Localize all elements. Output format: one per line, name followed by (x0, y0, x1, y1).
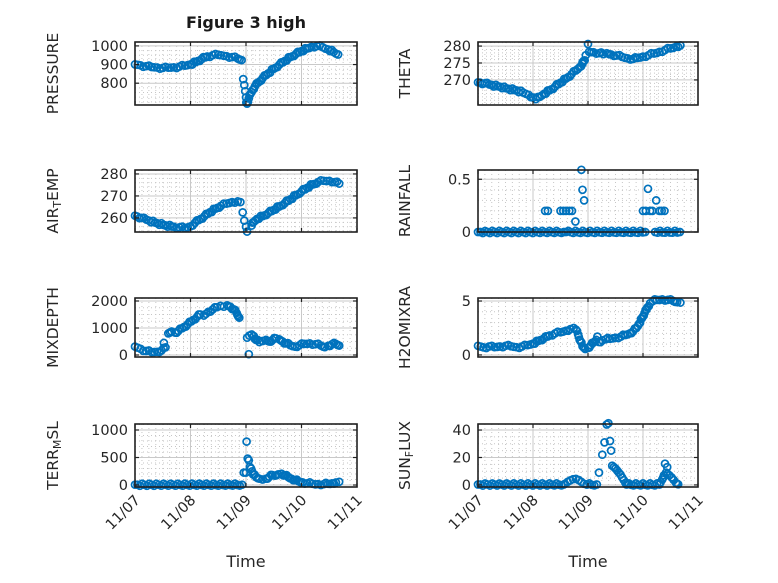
x-tick-label: 11/11 (325, 493, 366, 534)
y-tick-label: 2000 (91, 294, 128, 310)
data-markers (130, 300, 344, 359)
tick-marks (134, 298, 358, 357)
tick-marks (134, 170, 358, 232)
y-tick-label: 275 (443, 56, 471, 72)
x-axis-label-right: Time (567, 552, 607, 571)
y-tick-label: 20 (453, 450, 471, 466)
y-axis-label-sun_flux: SUNFLUX (396, 421, 416, 490)
y-axis-label-theta: THETA (396, 48, 414, 99)
y-tick-label: 260 (100, 211, 128, 227)
axes-frame (477, 423, 699, 488)
y-tick-label: 0 (462, 225, 471, 241)
axes-frame (477, 41, 699, 106)
subplot-air_temp: 260 270 280 AIRTEMP (44, 167, 358, 236)
subplot-rainfall: 0 0.5 RAINFALL (396, 164, 699, 241)
y-tick-label: 1000 (91, 39, 128, 55)
major-grid (478, 170, 698, 232)
axes-frame (134, 41, 358, 106)
y-axis-label-rainfall: RAINFALL (396, 164, 414, 237)
y-tick-label: 0 (119, 348, 128, 364)
y-tick-label: 500 (100, 451, 128, 467)
minor-grid (135, 423, 357, 487)
y-axis-label-h2omixra: H2OMIXRA (396, 286, 414, 369)
minor-grid (478, 170, 698, 232)
y-tick-label: 40 (453, 423, 471, 439)
subplot-mixdepth: 0 1000 2000 MIXDEPTH (44, 287, 358, 368)
subplot-h2omixra: 0 5 H2OMIXRA (396, 286, 699, 369)
axes-frame (134, 297, 358, 358)
axes-frame (477, 169, 699, 233)
x-tick-label: 11/07 (103, 493, 144, 534)
subplot-sun_flux: 0 20 40 11/07 11/08 11/09 11/10 11/11 SUNFLUX (396, 418, 707, 534)
y-tick-label: 280 (443, 39, 471, 55)
y-axis-label-terr_msl: TERRMSL (44, 421, 64, 491)
y-tick-label: 0.5 (448, 172, 471, 188)
y-tick-label: 1000 (91, 423, 128, 439)
x-tick-label: 11/11 (666, 493, 707, 534)
y-tick-label: 0 (119, 478, 128, 494)
y-tick-label: 0 (462, 478, 471, 494)
tick-marks (477, 170, 699, 233)
y-tick-label: 0 (462, 348, 471, 364)
tick-marks (477, 298, 699, 357)
subplot-terr_msl: 0 500 1000 11/07 11/08 11/09 11/10 11/11 TERRMSL (44, 421, 366, 534)
data-markers (130, 175, 344, 236)
x-tick-label: 11/09 (556, 493, 597, 534)
x-tick-label: 11/10 (611, 493, 652, 534)
figure-title: Figure 3 high (186, 13, 306, 32)
axes-frame (134, 169, 358, 233)
tick-marks (134, 424, 358, 487)
y-tick-label: 5 (462, 294, 471, 310)
subplot-pressure: 800 900 1000 PRESSURE (44, 33, 358, 115)
x-tick-label: 11/08 (501, 493, 542, 534)
y-axis-label-pressure: PRESSURE (44, 33, 62, 115)
y-tick-label: 800 (100, 76, 128, 92)
y-axis-label-air_temp: AIRTEMP (44, 168, 64, 233)
y-tick-label: 270 (100, 189, 128, 205)
y-axis-label-mixdepth: MIXDEPTH (44, 287, 62, 368)
y-tick-label: 1000 (91, 321, 128, 337)
tick-marks (134, 42, 358, 105)
x-axis-label-left: Time (225, 552, 265, 571)
x-tick-label: 11/08 (158, 493, 199, 534)
data-markers (473, 294, 685, 354)
y-tick-label: 270 (443, 73, 471, 89)
data-markers (130, 437, 344, 491)
tick-marks (477, 424, 699, 487)
y-tick-label: 900 (100, 58, 128, 74)
y-tick-label: 280 (100, 167, 128, 183)
data-markers (473, 165, 685, 238)
x-tick-label: 11/10 (269, 493, 310, 534)
axes-frame (134, 423, 358, 488)
tick-marks (477, 42, 699, 105)
data-markers (473, 39, 685, 104)
x-tick-label: 11/09 (214, 493, 255, 534)
axes-frame (477, 297, 699, 358)
x-tick-label: 11/07 (446, 493, 487, 534)
